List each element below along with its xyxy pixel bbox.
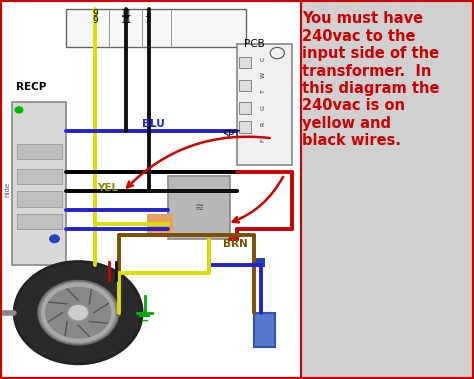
- Bar: [254, 258, 265, 267]
- Text: C: C: [261, 56, 265, 61]
- Text: T: T: [261, 89, 265, 93]
- Bar: [147, 214, 173, 235]
- Text: 9: 9: [92, 16, 98, 25]
- Circle shape: [15, 107, 23, 113]
- Text: F: F: [261, 138, 265, 142]
- Text: 11: 11: [121, 16, 132, 25]
- Text: SPT: SPT: [223, 130, 241, 139]
- Text: hide: hide: [5, 182, 11, 197]
- Text: BRN: BRN: [223, 240, 247, 249]
- Bar: [239, 57, 251, 68]
- Text: 7: 7: [145, 9, 150, 18]
- Bar: [239, 102, 251, 114]
- Text: RECP: RECP: [16, 82, 46, 92]
- Bar: [17, 144, 62, 159]
- Text: YEL: YEL: [97, 183, 118, 193]
- Text: 9: 9: [92, 9, 98, 18]
- Bar: [254, 313, 275, 347]
- Bar: [237, 44, 292, 165]
- Bar: [0, 0, 301, 379]
- Text: 11: 11: [121, 9, 132, 18]
- Circle shape: [14, 262, 142, 364]
- Bar: [12, 102, 66, 265]
- Circle shape: [38, 280, 118, 345]
- Text: BLU: BLU: [142, 119, 165, 129]
- Text: You must have
240vac to the
input side of the
transformer.  In
this diagram the
: You must have 240vac to the input side o…: [302, 11, 440, 148]
- Bar: [66, 9, 246, 47]
- Bar: [301, 0, 474, 379]
- Circle shape: [50, 235, 59, 243]
- Text: ≋: ≋: [194, 202, 204, 213]
- Circle shape: [68, 304, 89, 321]
- Text: R: R: [261, 122, 265, 126]
- Text: PCB: PCB: [244, 39, 265, 49]
- Bar: [239, 80, 251, 91]
- Bar: [17, 169, 62, 184]
- Bar: [239, 121, 251, 133]
- Bar: [168, 176, 230, 239]
- Text: W: W: [261, 72, 265, 78]
- Text: 7: 7: [145, 16, 150, 25]
- Bar: [17, 191, 62, 207]
- Bar: [17, 214, 62, 229]
- Bar: [0, 0, 301, 379]
- Text: G: G: [261, 105, 265, 110]
